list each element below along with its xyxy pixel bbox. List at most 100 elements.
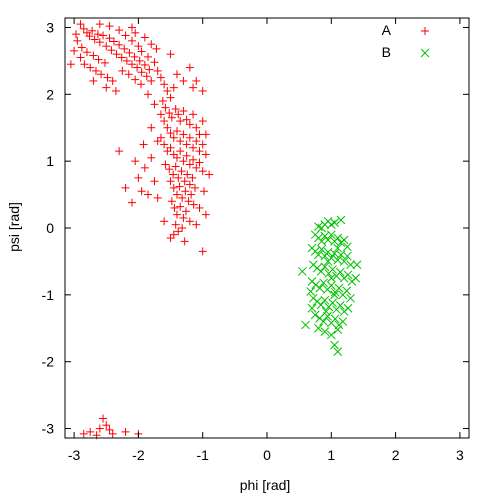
data-point: [306, 287, 316, 296]
data-point: [174, 110, 183, 119]
data-point: [301, 320, 310, 330]
data-point: [166, 50, 175, 59]
data-point: [198, 167, 207, 176]
data-point: [179, 213, 188, 222]
data-point: [169, 150, 178, 159]
legend-marker-a: [421, 27, 429, 35]
data-point: [102, 421, 111, 430]
data-point: [139, 140, 148, 149]
data-point: [169, 170, 178, 179]
data-point: [166, 234, 175, 243]
data-point: [97, 70, 106, 79]
data-point: [176, 117, 185, 126]
data-point: [330, 340, 339, 350]
x-tick-label: 1: [327, 447, 335, 463]
data-point: [150, 100, 159, 109]
y-tick-label: -3: [42, 421, 55, 437]
data-point: [201, 210, 210, 219]
data-point: [89, 51, 98, 60]
data-point: [165, 165, 174, 174]
data-point: [171, 220, 180, 229]
y-tick-label: 3: [46, 19, 54, 35]
data-point: [184, 197, 193, 206]
y-axis: -3 -2 -1 0 1 2 3: [42, 19, 469, 437]
data-point: [95, 424, 104, 433]
data-point: [185, 217, 194, 226]
data-point: [99, 31, 108, 40]
legend-marker-b: [420, 48, 430, 58]
data-point: [156, 133, 165, 142]
x-tick-label: 0: [263, 447, 271, 463]
data-point: [176, 147, 185, 156]
data-point: [333, 233, 343, 243]
y-tick-label: 2: [46, 86, 54, 102]
data-point: [150, 177, 159, 186]
data-point: [77, 43, 86, 52]
data-point: [205, 170, 214, 179]
data-point: [144, 52, 153, 61]
data-point: [330, 218, 339, 228]
data-point: [91, 66, 100, 75]
data-point: [137, 47, 146, 56]
x-tick-label: -1: [196, 447, 209, 463]
data-point: [181, 207, 190, 216]
data-point: [307, 303, 317, 313]
data-point: [99, 414, 108, 423]
data-point: [174, 227, 183, 236]
data-point: [127, 36, 136, 45]
data-point: [166, 93, 175, 102]
data-point: [346, 260, 355, 270]
data-point: [80, 60, 89, 69]
data-point: [351, 273, 361, 283]
data-point: [192, 220, 201, 229]
data-point: [105, 425, 114, 434]
legend-marker-a-icon: [421, 27, 429, 35]
data-point: [152, 44, 161, 53]
data-point: [131, 75, 140, 84]
data-point: [161, 160, 170, 169]
data-point: [169, 230, 178, 239]
data-point: [172, 70, 181, 79]
data-point: [192, 76, 201, 85]
data-point: [147, 123, 156, 132]
data-point: [192, 123, 201, 132]
data-point: [90, 35, 99, 44]
data-point: [298, 267, 307, 276]
data-point: [192, 137, 201, 146]
x-axis: -3 -2 -1 0 1 2 3: [68, 18, 464, 463]
data-point: [95, 20, 104, 29]
data-point: [320, 327, 330, 336]
data-point: [161, 103, 170, 112]
data-point: [153, 137, 162, 146]
data-point: [178, 193, 187, 202]
data-point: [105, 22, 114, 31]
data-point: [121, 427, 130, 436]
data-point: [321, 307, 331, 316]
data-point: [192, 163, 201, 172]
data-point: [178, 224, 187, 232]
data-point: [108, 76, 117, 85]
data-point: [137, 187, 146, 196]
data-point: [333, 325, 343, 334]
data-point: [195, 158, 204, 167]
data-point: [165, 109, 174, 118]
data-point: [328, 265, 337, 274]
data-point: [169, 183, 178, 192]
data-point: [147, 76, 156, 85]
legend-marker-b-icon: [420, 48, 430, 58]
data-point: [147, 40, 156, 49]
data-point: [319, 317, 328, 326]
y-tick-label: 0: [46, 220, 54, 236]
data-point: [167, 113, 176, 122]
data-point: [342, 286, 352, 296]
data-point: [156, 110, 165, 119]
data-point: [85, 32, 94, 41]
data-point: [189, 200, 198, 209]
data-point: [179, 130, 188, 139]
data-point: [185, 120, 194, 129]
data-point: [76, 20, 85, 29]
data-point: [179, 157, 188, 166]
data-point: [182, 151, 191, 160]
data-point: [336, 215, 346, 225]
data-point: [315, 283, 325, 293]
